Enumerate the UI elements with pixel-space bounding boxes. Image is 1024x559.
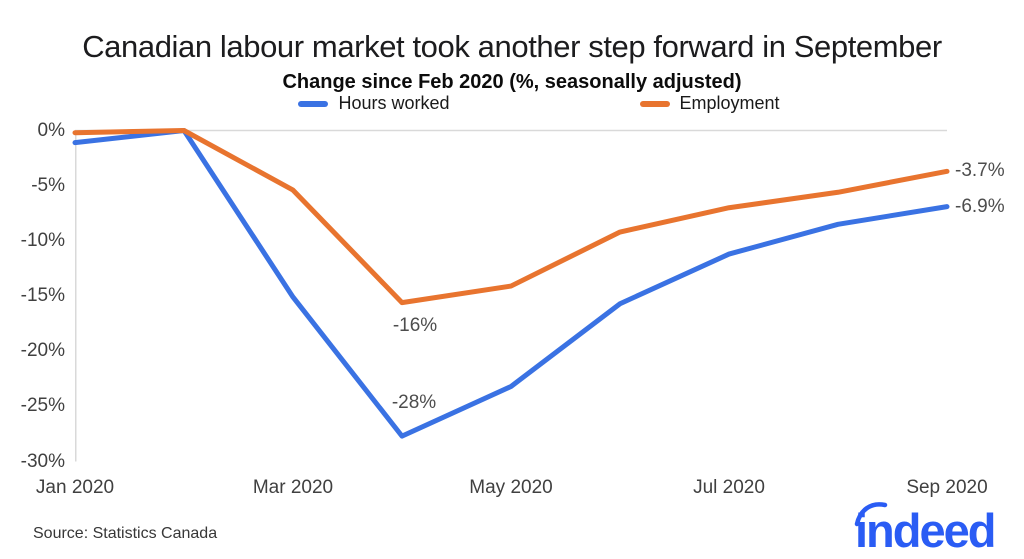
hours-worked-line-swatch bbox=[298, 100, 329, 107]
x-axis-label: Sep 2020 bbox=[906, 477, 988, 498]
x-axis-label: Jul 2020 bbox=[693, 477, 765, 498]
page-title: Canadian labour market took another step… bbox=[82, 28, 942, 64]
series-line-hours-worked bbox=[72, 128, 950, 439]
y-axis-label: 0% bbox=[37, 119, 65, 141]
chart-legend: Hours worked Employment bbox=[27, 93, 1024, 114]
y-axis-label: -10% bbox=[20, 229, 65, 251]
x-axis-label: Mar 2020 bbox=[252, 477, 334, 498]
y-axis-label: -20% bbox=[20, 340, 65, 362]
y-axis-label: -5% bbox=[31, 174, 65, 196]
legend-label-employment: Employment bbox=[679, 93, 780, 113]
x-axis-label: Jan 2020 bbox=[35, 477, 115, 498]
x-axis-label: May 2020 bbox=[469, 477, 553, 498]
data-label: -6.9% bbox=[955, 195, 1005, 217]
series-line-employment bbox=[72, 128, 950, 306]
chart-subtitle: Change since Feb 2020 (%, seasonally adj… bbox=[282, 70, 742, 93]
y-axis-label: -15% bbox=[20, 285, 65, 306]
legend-item-employment: Employment bbox=[639, 93, 780, 114]
source-note: Source: Statistics Canada bbox=[33, 525, 218, 542]
data-label: -16% bbox=[392, 314, 438, 336]
data-label: -28% bbox=[391, 392, 437, 414]
indeed-logo-wordmark: indeed bbox=[855, 504, 994, 553]
indeed-logo: indeed bbox=[854, 502, 996, 553]
legend-item-hours-worked: Hours worked bbox=[298, 93, 450, 114]
employment-line-swatch bbox=[639, 100, 670, 107]
y-axis-label: -30% bbox=[20, 450, 65, 472]
indeed-logo-arc-icon bbox=[854, 502, 888, 527]
data-label: -3.7% bbox=[955, 160, 1005, 182]
y-axis-label: -25% bbox=[20, 395, 65, 417]
legend-label-hours-worked: Hours worked bbox=[338, 93, 450, 113]
